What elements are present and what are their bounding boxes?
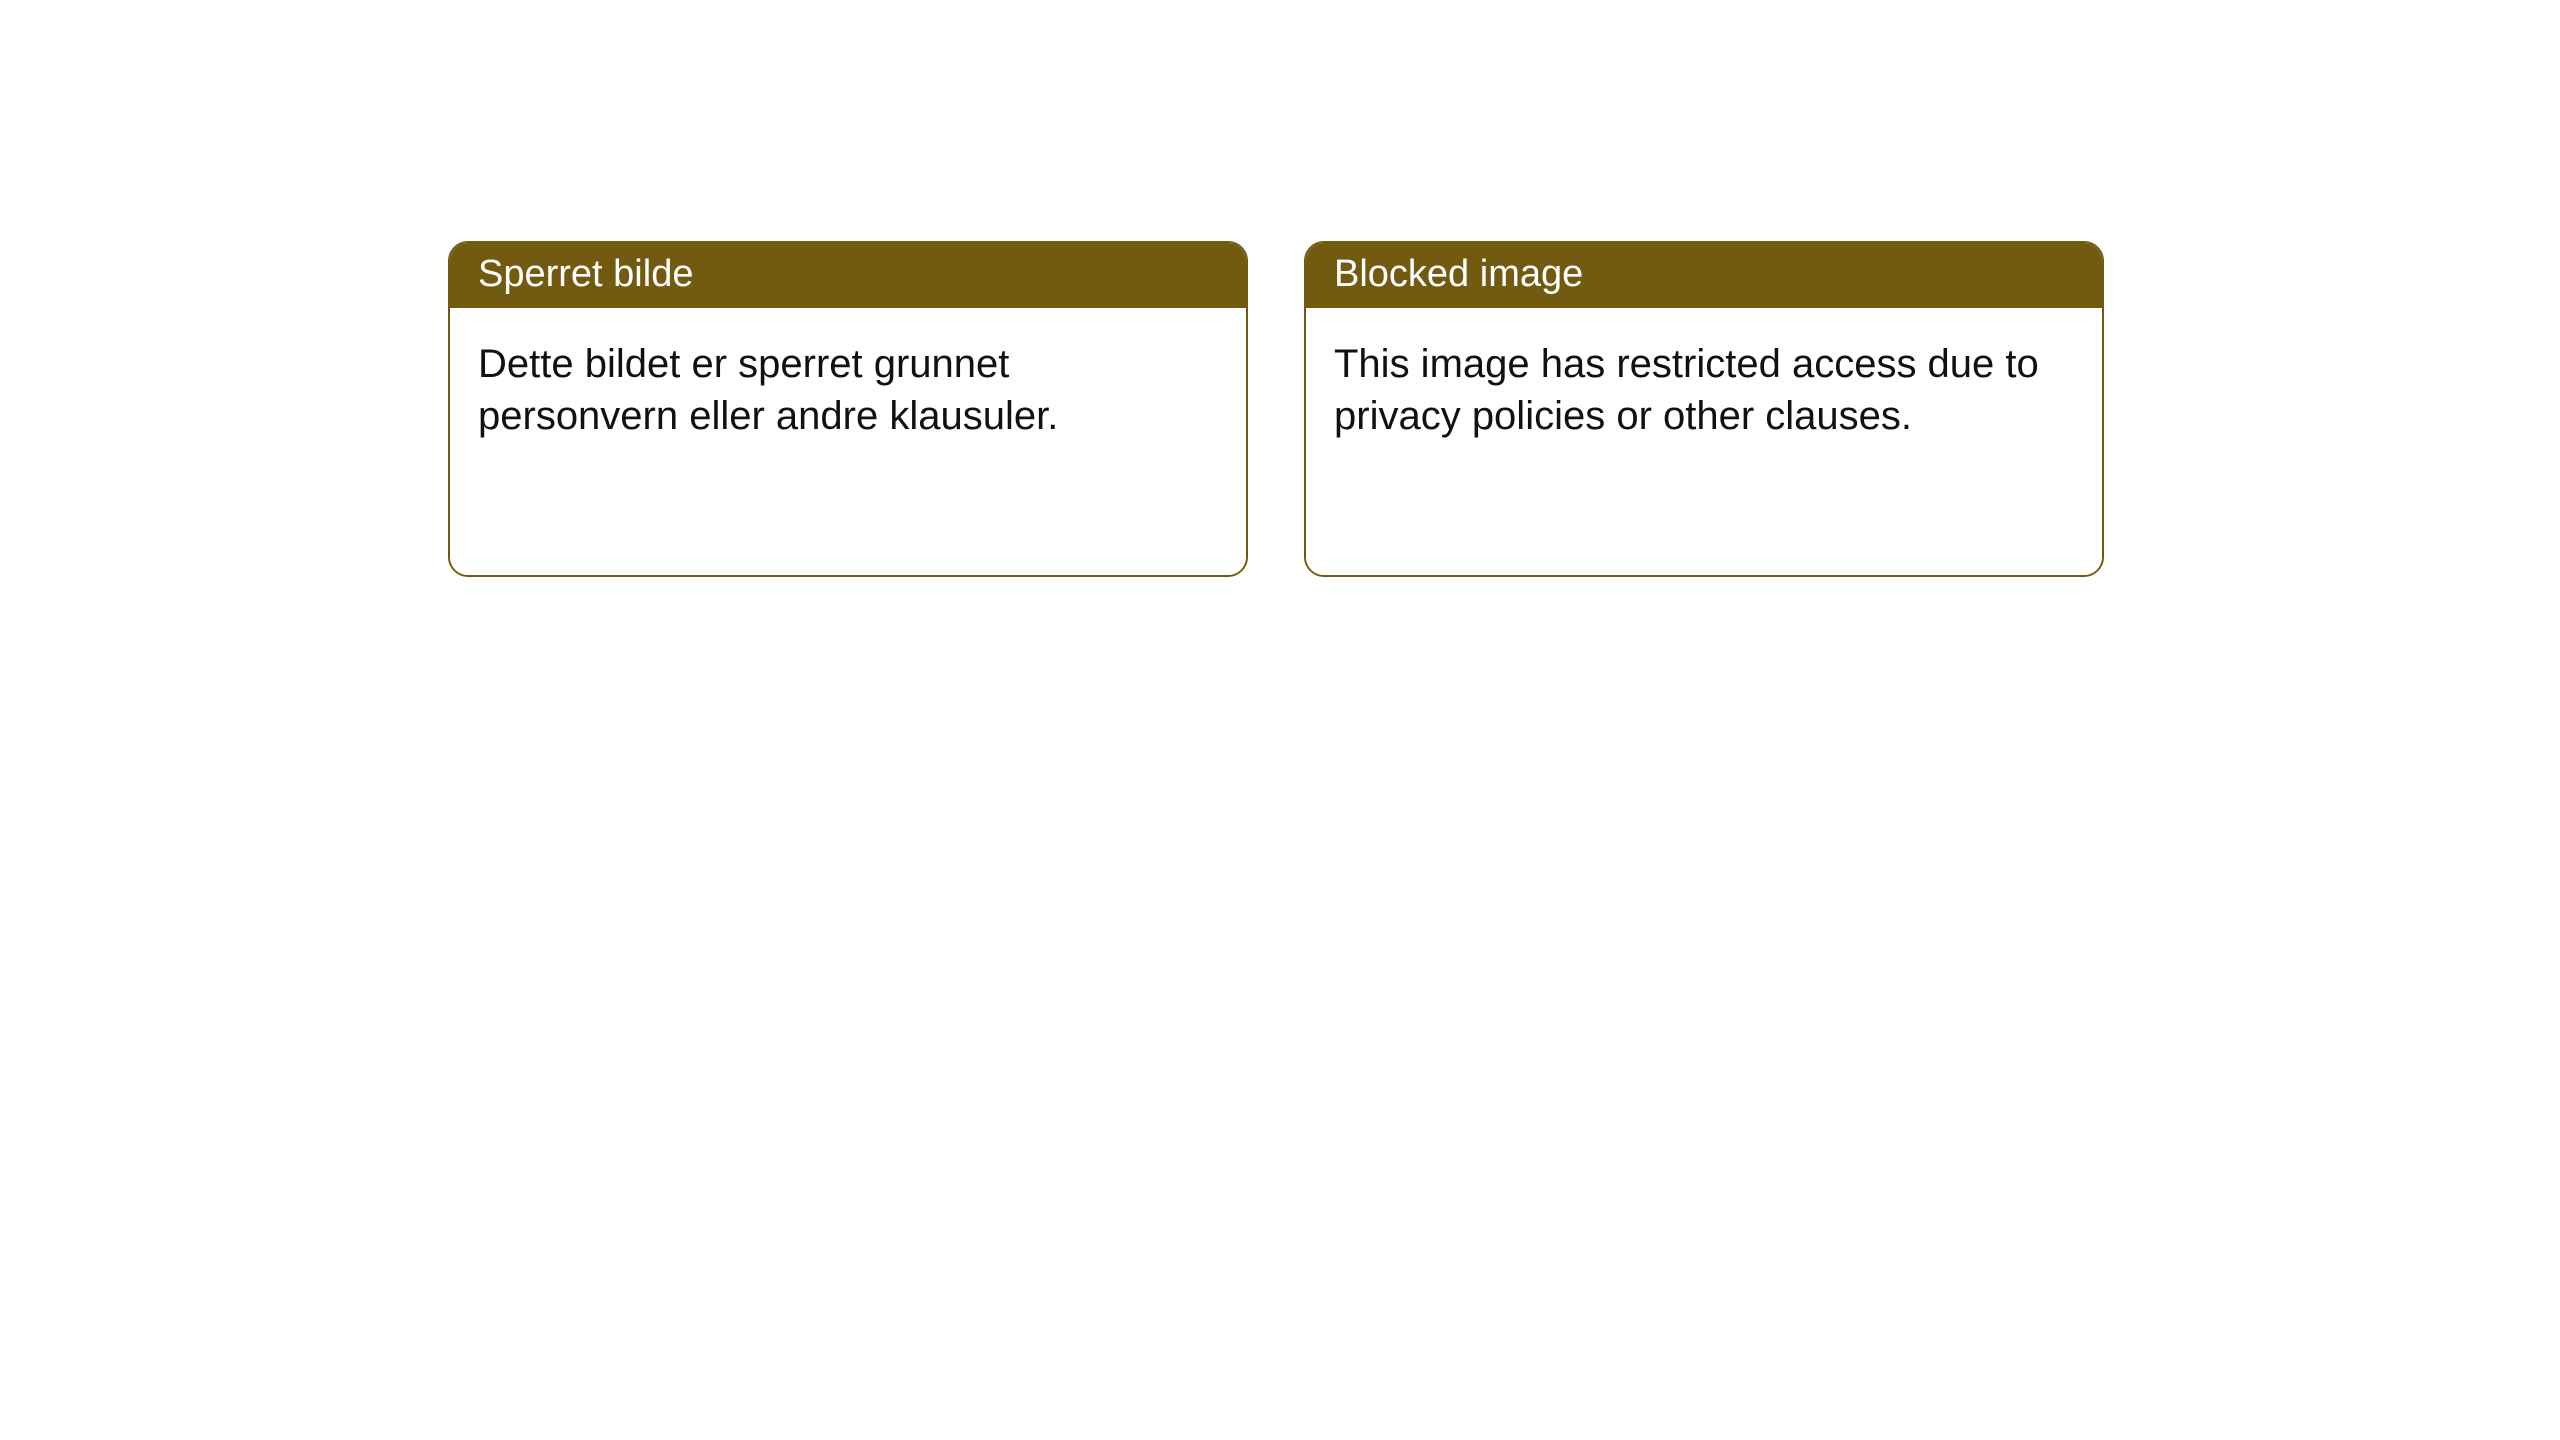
- card-header-en: Blocked image: [1306, 243, 2102, 308]
- card-body-no: Dette bildet er sperret grunnet personve…: [450, 308, 1246, 577]
- card-body-en: This image has restricted access due to …: [1306, 308, 2102, 577]
- card-text-no: Dette bildet er sperret grunnet personve…: [478, 342, 1058, 438]
- card-text-en: This image has restricted access due to …: [1334, 342, 2039, 438]
- card-title-no: Sperret bilde: [478, 253, 693, 295]
- card-header-no: Sperret bilde: [450, 243, 1246, 308]
- notice-container: Sperret bilde Dette bildet er sperret gr…: [448, 241, 2104, 577]
- notice-card-english: Blocked image This image has restricted …: [1304, 241, 2104, 577]
- card-title-en: Blocked image: [1334, 253, 1583, 295]
- notice-card-norwegian: Sperret bilde Dette bildet er sperret gr…: [448, 241, 1248, 577]
